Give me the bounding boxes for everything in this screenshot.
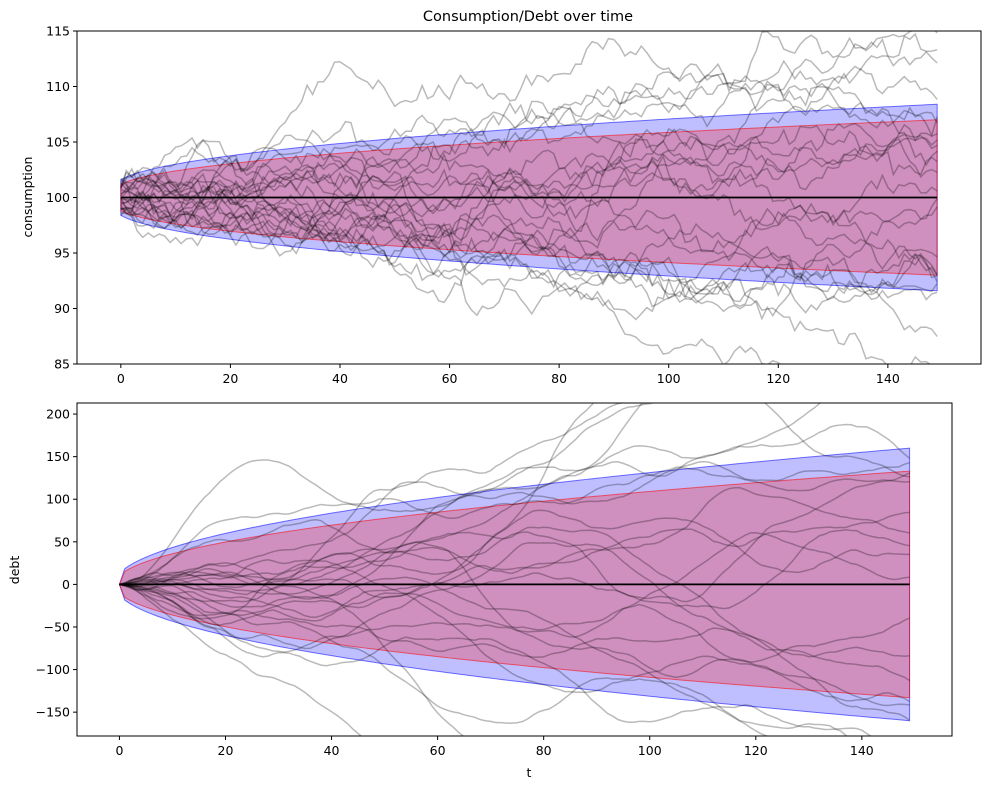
x-tick-label: 100 bbox=[638, 743, 662, 758]
sample-path bbox=[120, 31, 938, 194]
sample-path bbox=[119, 403, 655, 608]
sample-path bbox=[120, 134, 938, 227]
sample-path bbox=[119, 583, 910, 703]
x-tick-label: 140 bbox=[876, 371, 900, 386]
sample-path bbox=[119, 403, 625, 603]
sample-path bbox=[120, 123, 938, 243]
sample-path bbox=[119, 558, 848, 736]
sample-path bbox=[119, 582, 910, 724]
sample-path bbox=[119, 541, 910, 679]
x-tick-label: 120 bbox=[744, 743, 768, 758]
sample-path bbox=[120, 180, 938, 298]
sample-path bbox=[119, 403, 644, 586]
sample-path bbox=[120, 197, 938, 287]
sample-path bbox=[119, 467, 910, 591]
sample-path bbox=[119, 403, 822, 595]
y-tick-label: −100 bbox=[36, 662, 70, 677]
sample-path bbox=[119, 460, 910, 586]
x-tick-label: 60 bbox=[430, 743, 446, 758]
x-tick-label: 0 bbox=[117, 371, 125, 386]
sample-path bbox=[120, 178, 938, 308]
sample-path bbox=[119, 509, 910, 617]
sample-path bbox=[120, 125, 938, 241]
sample-paths bbox=[120, 31, 938, 364]
sample-path bbox=[120, 31, 938, 194]
sample-paths bbox=[119, 403, 911, 736]
sample-path bbox=[120, 62, 938, 229]
chart-title: Consumption/Debt over time bbox=[423, 9, 633, 25]
y-tick-label: 200 bbox=[46, 407, 70, 422]
sample-path bbox=[120, 122, 938, 239]
y-tick-label: 50 bbox=[54, 534, 70, 549]
y-axis-ticks: 85 90 95 100 105 110 115 bbox=[46, 24, 77, 372]
sample-path bbox=[119, 571, 769, 736]
x-tick-label: 140 bbox=[850, 743, 874, 758]
sample-path bbox=[120, 139, 938, 260]
y-tick-label: 100 bbox=[46, 492, 70, 507]
x-tick-label: 40 bbox=[332, 371, 348, 386]
sample-path bbox=[119, 532, 910, 653]
y-tick-label: 105 bbox=[46, 135, 70, 150]
sample-path bbox=[120, 173, 938, 244]
y-tick-label: 150 bbox=[46, 449, 70, 464]
y-axis-label: consumption bbox=[20, 157, 35, 238]
consumption-panel: Consumption/Debt over time 0 20 40 60 80 100 1… bbox=[20, 9, 982, 386]
sample-path bbox=[120, 190, 938, 321]
sample-path bbox=[119, 472, 910, 603]
sample-path bbox=[120, 200, 938, 314]
sample-path bbox=[119, 583, 873, 736]
y-tick-label: 85 bbox=[54, 357, 70, 372]
x-tick-label: 0 bbox=[115, 743, 123, 758]
x-tick-label: 100 bbox=[657, 371, 681, 386]
x-axis-ticks: 0 20 40 60 80 100 120 140 bbox=[117, 364, 900, 386]
x-tick-label: 120 bbox=[766, 371, 790, 386]
x-axis-ticks: 0 20 40 60 80 100 120 140 bbox=[115, 736, 874, 758]
y-tick-label: 0 bbox=[62, 577, 70, 592]
debt-panel: 0 20 40 60 80 100 120 140 −150 −100 −50 0 50 100 150 2… bbox=[7, 402, 953, 780]
y-tick-label: −50 bbox=[44, 619, 70, 634]
sample-path bbox=[120, 206, 931, 364]
sample-path bbox=[120, 137, 938, 251]
sample-path bbox=[120, 179, 938, 337]
y-tick-label: 90 bbox=[54, 301, 70, 316]
sample-path bbox=[119, 542, 910, 682]
x-tick-label: 60 bbox=[442, 371, 458, 386]
y-tick-label: 95 bbox=[54, 246, 70, 261]
y-tick-label: −150 bbox=[36, 705, 70, 720]
sample-path bbox=[119, 423, 911, 596]
sample-path bbox=[120, 32, 938, 206]
sample-path bbox=[120, 59, 938, 206]
y-axis-ticks: −150 −100 −50 0 50 100 150 200 bbox=[36, 407, 77, 720]
sample-path bbox=[119, 403, 910, 586]
y-tick-label: 110 bbox=[46, 79, 70, 94]
sample-path bbox=[119, 562, 465, 736]
x-tick-label: 80 bbox=[536, 743, 552, 758]
sample-path bbox=[119, 487, 910, 618]
sample-path bbox=[120, 206, 938, 276]
y-tick-label: 115 bbox=[46, 24, 70, 39]
x-axis-label: t bbox=[527, 765, 532, 780]
sample-path bbox=[119, 526, 910, 721]
y-tick-label: 100 bbox=[46, 190, 70, 205]
sample-path bbox=[120, 172, 938, 301]
sample-path bbox=[120, 87, 938, 191]
x-tick-label: 40 bbox=[324, 743, 340, 758]
plot-frame bbox=[76, 402, 953, 737]
sample-path bbox=[119, 583, 910, 659]
sample-path bbox=[119, 583, 363, 736]
y-axis-label: debt bbox=[7, 556, 22, 585]
x-tick-label: 20 bbox=[222, 371, 238, 386]
x-tick-label: 20 bbox=[218, 743, 234, 758]
x-tick-label: 80 bbox=[551, 371, 567, 386]
